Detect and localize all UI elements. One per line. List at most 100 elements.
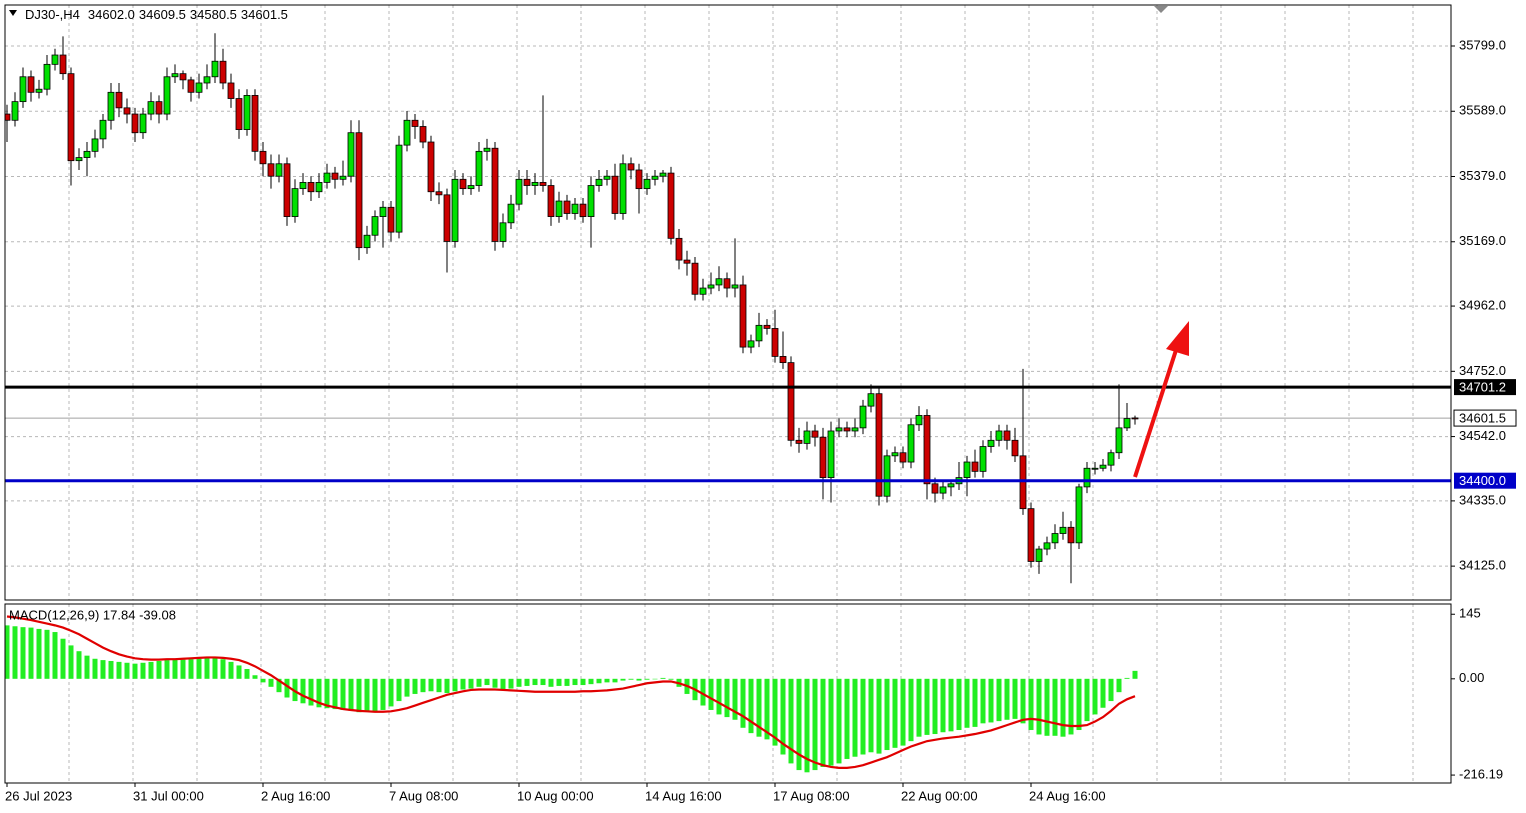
candle-body — [963, 461, 971, 478]
candle-body — [907, 424, 915, 463]
candle-body — [1131, 417, 1139, 420]
macd-bar — [188, 659, 194, 679]
macd-bar — [572, 678, 578, 686]
macd-bar — [36, 628, 42, 679]
candle-body — [419, 126, 427, 143]
macd-bar — [1068, 678, 1074, 735]
macd-bar — [588, 678, 594, 685]
candle-body — [635, 169, 643, 190]
macd-bar — [484, 678, 490, 686]
candle-body — [971, 461, 979, 472]
candle-body — [979, 446, 987, 472]
macd-bar — [108, 660, 114, 679]
macd-bar — [1108, 678, 1114, 702]
candle-body — [1019, 455, 1027, 510]
macd-bar — [356, 678, 362, 713]
candle-body — [243, 95, 251, 130]
candle-body — [219, 60, 227, 84]
candle-body — [187, 79, 195, 93]
candle-body — [899, 452, 907, 463]
macd-bar — [332, 678, 338, 710]
macd-bar — [868, 678, 874, 753]
candle-body — [171, 73, 179, 78]
macd-bar — [844, 678, 850, 759]
macd-bar — [164, 660, 170, 679]
macd-bar — [1084, 678, 1090, 722]
macd-bar — [220, 659, 226, 679]
candle-body — [595, 178, 603, 186]
x-tick-label: 10 Aug 00:00 — [517, 788, 594, 803]
candle-body — [475, 150, 483, 186]
candle-body — [211, 60, 219, 78]
candle-body — [731, 284, 739, 289]
candle-body — [627, 163, 635, 171]
macd-bar — [252, 675, 258, 679]
candle-body — [451, 178, 459, 242]
candle-body — [811, 430, 819, 438]
macd-bar — [748, 678, 754, 734]
candle-body — [99, 119, 107, 140]
macd-bar — [476, 678, 482, 687]
candle-body — [5, 113, 11, 121]
macd-bar — [988, 678, 994, 723]
candle-body — [755, 324, 763, 342]
macd-bar — [1012, 678, 1018, 719]
candle-body — [443, 194, 451, 242]
candle-body — [1011, 439, 1019, 457]
current-price-box — [1453, 409, 1517, 427]
candle-body — [51, 54, 59, 65]
candle-body — [1035, 548, 1043, 562]
y-tick-label: 34962.0 — [1459, 298, 1506, 313]
macd-bar — [788, 678, 794, 764]
candle-body — [803, 430, 811, 444]
candle-body — [859, 405, 867, 429]
macd-bar — [996, 678, 1002, 722]
macd-bar — [284, 678, 290, 698]
macd-bar — [660, 677, 666, 679]
macd-bar — [596, 678, 602, 684]
candle-body — [779, 356, 787, 364]
candle-body — [1051, 533, 1059, 544]
macd-bar — [860, 678, 866, 755]
macd-bar — [1004, 678, 1010, 720]
candle-body — [707, 284, 715, 289]
macd-bar — [5, 625, 10, 679]
candle-body — [547, 185, 555, 217]
macd-bar — [708, 678, 714, 710]
close-label: 34601.5 — [241, 7, 288, 22]
y-tick-label: 34125.0 — [1459, 558, 1506, 573]
y-tick-label: 145 — [1459, 606, 1481, 621]
macd-bar — [668, 678, 674, 680]
candle-body — [339, 175, 347, 180]
macd-bar — [44, 629, 50, 679]
open-label: 34602.0 — [88, 7, 135, 22]
candle-body — [691, 262, 699, 295]
candle-body — [763, 324, 771, 329]
candle-body — [683, 259, 691, 264]
x-tick-label: 2 Aug 16:00 — [261, 788, 330, 803]
candle-body — [155, 101, 163, 115]
candle-body — [139, 113, 147, 134]
candle-body — [435, 191, 443, 196]
candle-body — [1067, 526, 1075, 544]
candle-body — [251, 95, 259, 152]
candle-body — [587, 185, 595, 217]
candle-body — [699, 287, 707, 295]
x-tick-label: 24 Aug 16:00 — [1029, 788, 1106, 803]
macd-bar — [396, 678, 402, 702]
macd-bar — [100, 660, 106, 679]
arrow-head — [1166, 321, 1189, 356]
candle-body — [355, 132, 363, 249]
macd-bar — [1132, 670, 1138, 679]
candle-body — [851, 427, 859, 432]
macd-bar — [812, 678, 818, 771]
macd-bar — [740, 678, 746, 728]
candle-body — [619, 163, 627, 214]
symbol: DJ30-,H4 — [25, 7, 80, 22]
candle-body — [43, 63, 51, 90]
macd-bar — [508, 678, 514, 689]
macd-bar — [244, 669, 250, 679]
macd-bar — [388, 678, 394, 707]
y-tick-label: 0.00 — [1459, 670, 1484, 685]
